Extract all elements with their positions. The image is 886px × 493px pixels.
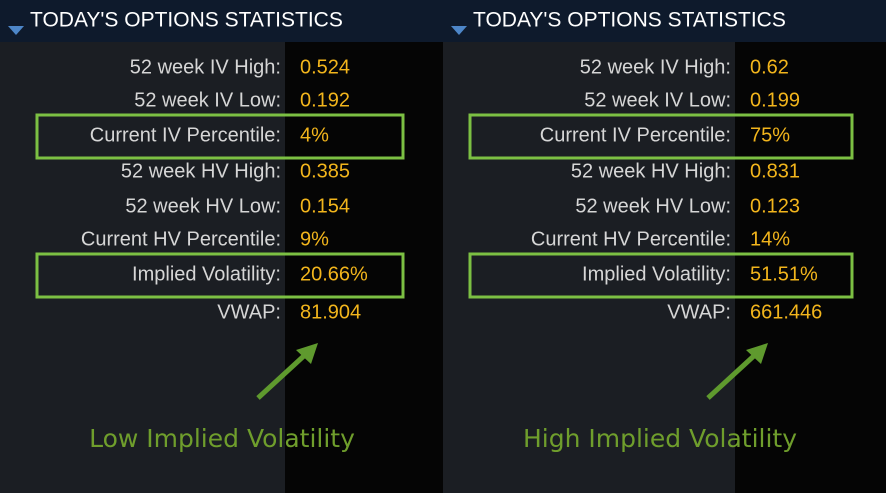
stat-value: 14% bbox=[750, 228, 790, 250]
stat-value: 661.446 bbox=[750, 301, 822, 323]
stat-value: 75% bbox=[750, 124, 790, 146]
stat-value: 0.154 bbox=[300, 195, 350, 217]
stat-label: Current HV Percentile: bbox=[81, 228, 281, 250]
stat-value: 0.62 bbox=[750, 56, 789, 78]
collapse-triangle bbox=[451, 26, 467, 35]
stat-label: 52 week IV High: bbox=[130, 56, 281, 78]
stat-label: 52 week IV High: bbox=[580, 56, 731, 78]
caption: High Implied Volatility bbox=[523, 424, 797, 453]
panel-body-right bbox=[735, 0, 886, 493]
arrow-head bbox=[296, 343, 318, 364]
stat-label: Current HV Percentile: bbox=[531, 228, 731, 250]
stat-value: 81.904 bbox=[300, 301, 361, 323]
arrow-shaft bbox=[256, 352, 308, 400]
stat-value: 0.831 bbox=[750, 160, 800, 182]
stat-value: 0.199 bbox=[750, 89, 800, 111]
panel-header bbox=[0, 0, 443, 42]
stat-label: 52 week HV Low: bbox=[125, 195, 281, 217]
stat-label: 52 week HV High: bbox=[571, 160, 731, 182]
stat-label: 52 week IV Low: bbox=[134, 89, 281, 111]
panel-body-left bbox=[0, 0, 285, 493]
options-panel: TODAY'S OPTIONS STATISTICS 52 week IV Hig… bbox=[0, 0, 443, 493]
stat-label: Current IV Percentile: bbox=[90, 124, 281, 146]
stat-value: 0.192 bbox=[300, 89, 350, 111]
stat-value: 0.385 bbox=[300, 160, 350, 182]
stat-label: VWAP: bbox=[217, 301, 281, 323]
stat-label: Implied Volatility: bbox=[132, 263, 281, 285]
stat-value: 20.66% bbox=[300, 263, 368, 285]
stat-label: Current IV Percentile: bbox=[540, 124, 731, 146]
stat-value: 51.51% bbox=[750, 263, 818, 285]
panel-body-left bbox=[443, 0, 735, 493]
panel-title: TODAY'S OPTIONS STATISTICS bbox=[30, 9, 343, 32]
arrow-head bbox=[746, 343, 768, 364]
caption: Low Implied Volatility bbox=[89, 424, 355, 453]
stat-label: 52 week HV Low: bbox=[575, 195, 731, 217]
panel-title: TODAY'S OPTIONS STATISTICS bbox=[473, 9, 786, 32]
stat-value: 9% bbox=[300, 228, 329, 250]
collapse-triangle bbox=[8, 26, 24, 35]
highlight-box bbox=[35, 252, 405, 299]
stat-value: 0.524 bbox=[300, 56, 350, 78]
stat-label: 52 week IV Low: bbox=[584, 89, 731, 111]
highlight-box bbox=[35, 113, 405, 160]
panel-header bbox=[443, 0, 886, 42]
highlight-box bbox=[468, 113, 854, 160]
stat-label: Implied Volatility: bbox=[582, 263, 731, 285]
stat-value: 0.123 bbox=[750, 195, 800, 217]
stat-value: 4% bbox=[300, 124, 329, 146]
arrow-shaft bbox=[706, 352, 758, 400]
options-panel: TODAY'S OPTIONS STATISTICS 52 week IV Hig… bbox=[443, 0, 886, 493]
panel-body-right bbox=[285, 0, 443, 493]
highlight-box bbox=[468, 252, 854, 299]
stat-label: VWAP: bbox=[667, 301, 731, 323]
stat-label: 52 week HV High: bbox=[121, 160, 281, 182]
